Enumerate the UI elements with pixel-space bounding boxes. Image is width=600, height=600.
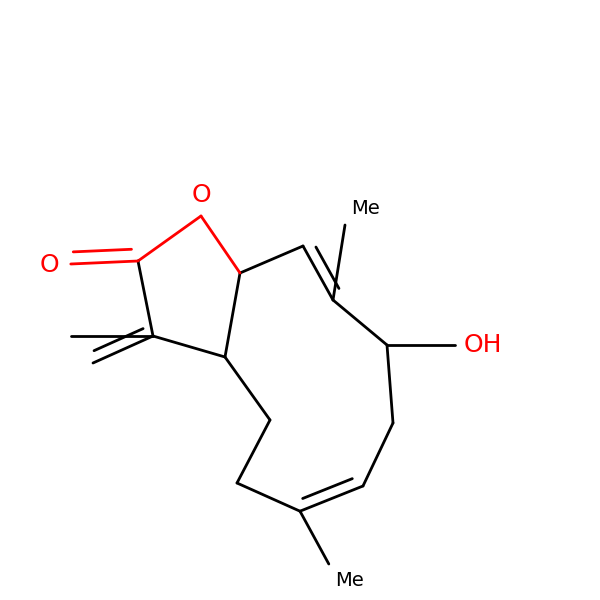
Text: O: O [191,183,211,207]
Text: Me: Me [351,199,380,218]
Text: O: O [39,253,59,277]
Text: OH: OH [463,333,502,357]
Text: Me: Me [335,571,364,590]
